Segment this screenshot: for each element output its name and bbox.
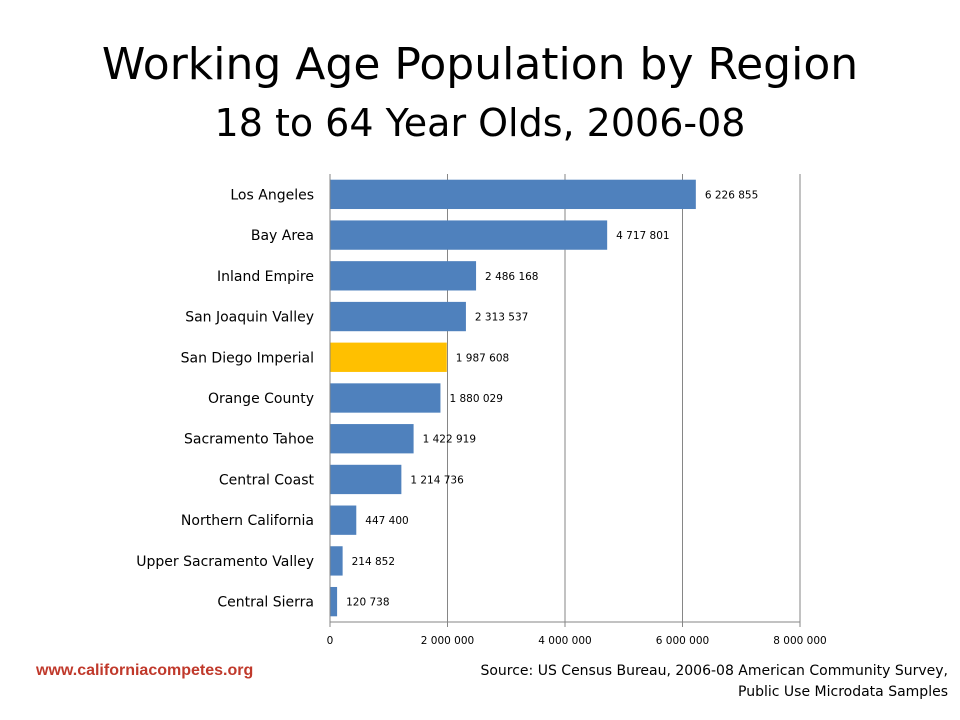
category-label: Bay Area <box>251 228 314 244</box>
chart-title: Working Age Population by Region <box>101 39 859 90</box>
bar <box>330 424 414 454</box>
x-tick-label: 4 000 000 <box>538 635 591 647</box>
x-tick-label: 2 000 000 <box>421 635 474 647</box>
bar <box>330 464 402 495</box>
data-label: 4 717 801 <box>616 230 669 242</box>
bar <box>330 383 441 413</box>
source-note: Source: US Census Bureau, 2006-08 Americ… <box>428 661 948 703</box>
data-label: 1 422 919 <box>423 434 476 446</box>
x-tick-label: 0 <box>327 635 334 647</box>
category-label: Orange County <box>208 391 314 407</box>
x-tick-label: 6 000 000 <box>656 635 709 647</box>
bar <box>330 261 477 291</box>
data-label: 1 880 029 <box>449 393 502 405</box>
bar <box>330 586 338 617</box>
bar <box>330 220 608 250</box>
category-label: Los Angeles <box>230 187 314 203</box>
category-label: Sacramento Tahoe <box>184 432 314 448</box>
category-label: Upper Sacramento Valley <box>136 554 314 570</box>
category-label: Northern California <box>181 513 314 529</box>
category-label: Inland Empire <box>217 269 314 285</box>
bar <box>330 342 447 372</box>
data-label: 6 226 855 <box>705 189 758 201</box>
bar <box>330 179 696 210</box>
category-label: Central Sierra <box>217 595 314 611</box>
bar <box>330 301 466 332</box>
data-label: 214 852 <box>352 556 395 568</box>
data-label: 1 214 736 <box>410 474 464 486</box>
chart-subtitle: 18 to 64 Year Olds, 2006-08 <box>214 101 746 145</box>
source-line-1: Source: US Census Bureau, 2006-08 Americ… <box>480 663 948 679</box>
category-label: Central Coast <box>219 472 315 488</box>
data-label: 2 313 537 <box>475 312 528 324</box>
data-label: 120 738 <box>346 597 389 609</box>
website-link[interactable]: www.californiacompetes.org <box>36 662 254 679</box>
data-label: 1 987 608 <box>456 352 509 364</box>
category-label: San Diego Imperial <box>181 350 314 366</box>
data-label: 447 400 <box>365 515 408 527</box>
bar <box>330 505 357 535</box>
data-label: 2 486 168 <box>485 271 538 283</box>
x-tick-label: 8 000 000 <box>773 635 826 647</box>
category-label: San Joaquin Valley <box>185 310 314 326</box>
source-line-2: Public Use Microdata Samples <box>738 684 948 700</box>
bar <box>330 546 343 576</box>
